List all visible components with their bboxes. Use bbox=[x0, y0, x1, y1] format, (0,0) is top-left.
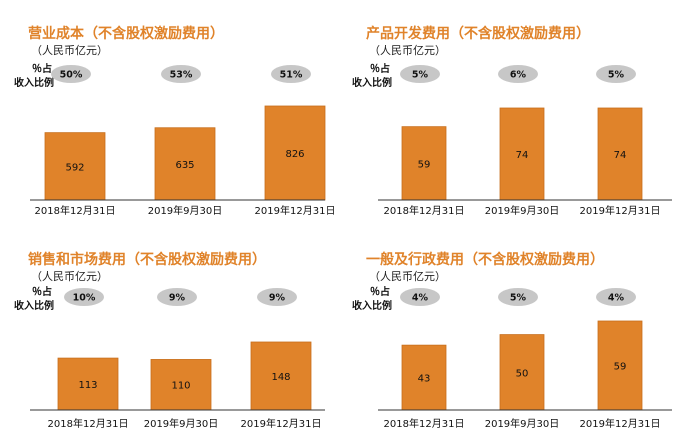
x-tick-label: 2019年9月30日 bbox=[485, 417, 560, 430]
ratio-label: ％占 bbox=[32, 62, 52, 75]
ratio-label: 收入比例 bbox=[352, 299, 392, 312]
bar bbox=[44, 132, 106, 201]
bar bbox=[597, 320, 643, 411]
ratio-value: 50% bbox=[60, 70, 83, 81]
unit-label: （人民币亿元） bbox=[369, 270, 446, 283]
ratio-pill bbox=[498, 65, 538, 83]
x-tick-label: 2019年12月31日 bbox=[580, 417, 661, 430]
data-label: 59 bbox=[418, 159, 431, 170]
data-label: 592 bbox=[65, 162, 84, 173]
ratio-pill bbox=[161, 65, 201, 83]
bar bbox=[154, 127, 216, 201]
unit-label: （人民币亿元） bbox=[31, 270, 108, 283]
bar bbox=[264, 105, 326, 201]
chart-title: 产品开发费用（不含股权激励费用） bbox=[366, 25, 590, 42]
ratio-value: 9% bbox=[169, 293, 186, 304]
data-label: 74 bbox=[614, 150, 627, 161]
x-tick-label: 2019年9月30日 bbox=[148, 204, 223, 217]
bar bbox=[597, 107, 643, 201]
bar bbox=[150, 359, 212, 411]
ratio-value: 6% bbox=[510, 70, 527, 81]
data-label: 148 bbox=[271, 372, 290, 383]
x-tick-label: 2019年12月31日 bbox=[580, 204, 661, 217]
ratio-value: 53% bbox=[170, 70, 193, 81]
ratio-value: 51% bbox=[280, 70, 303, 81]
data-label: 110 bbox=[171, 381, 190, 392]
unit-label: （人民币亿元） bbox=[31, 44, 108, 57]
ratio-label: ％占 bbox=[32, 285, 52, 298]
x-tick-label: 2019年9月30日 bbox=[144, 417, 219, 430]
ratio-value: 10% bbox=[73, 293, 96, 304]
ratio-label: 收入比例 bbox=[14, 299, 54, 312]
ratio-pill bbox=[51, 65, 91, 83]
ratio-label: ％占 bbox=[370, 62, 390, 75]
unit-label: （人民币亿元） bbox=[369, 44, 446, 57]
bar bbox=[57, 357, 119, 411]
ratio-pill bbox=[257, 288, 297, 306]
ratio-pill bbox=[271, 65, 311, 83]
ratio-value: 9% bbox=[269, 293, 286, 304]
ratio-pill bbox=[596, 288, 636, 306]
ratio-value: 4% bbox=[412, 293, 429, 304]
data-label: 74 bbox=[516, 150, 529, 161]
bar bbox=[250, 341, 312, 411]
data-label: 113 bbox=[78, 380, 97, 391]
ratio-pill bbox=[157, 288, 197, 306]
data-label: 826 bbox=[285, 149, 304, 160]
ratio-value: 5% bbox=[412, 70, 429, 81]
data-label: 50 bbox=[516, 368, 529, 379]
ratio-pill bbox=[400, 65, 440, 83]
x-tick-label: 2018年12月31日 bbox=[384, 417, 465, 430]
ratio-value: 4% bbox=[608, 293, 625, 304]
ratio-label: 收入比例 bbox=[352, 76, 392, 89]
chart-title: 销售和市场费用（不含股权激励费用） bbox=[28, 251, 266, 268]
x-tick-label: 2019年12月31日 bbox=[255, 204, 336, 217]
data-label: 59 bbox=[614, 362, 627, 373]
ratio-pill bbox=[64, 288, 104, 306]
ratio-label: ％占 bbox=[370, 285, 390, 298]
ratio-label: 收入比例 bbox=[14, 76, 54, 89]
bar bbox=[401, 344, 447, 411]
ratio-pill bbox=[596, 65, 636, 83]
data-label: 635 bbox=[175, 160, 194, 171]
bar bbox=[499, 107, 545, 201]
ratio-pill bbox=[498, 288, 538, 306]
x-tick-label: 2018年12月31日 bbox=[48, 417, 129, 430]
bar bbox=[499, 334, 545, 411]
chart-title: 一般及行政费用（不含股权激励费用） bbox=[366, 251, 604, 268]
ratio-value: 5% bbox=[608, 70, 625, 81]
ratio-pill bbox=[400, 288, 440, 306]
ratio-value: 5% bbox=[510, 293, 527, 304]
data-label: 43 bbox=[418, 374, 431, 385]
x-tick-label: 2019年9月30日 bbox=[485, 204, 560, 217]
x-tick-label: 2019年12月31日 bbox=[241, 417, 322, 430]
x-tick-label: 2018年12月31日 bbox=[35, 204, 116, 217]
x-tick-label: 2018年12月31日 bbox=[384, 204, 465, 217]
bar bbox=[401, 126, 447, 201]
chart-title: 营业成本（不含股权激励费用） bbox=[28, 25, 224, 42]
